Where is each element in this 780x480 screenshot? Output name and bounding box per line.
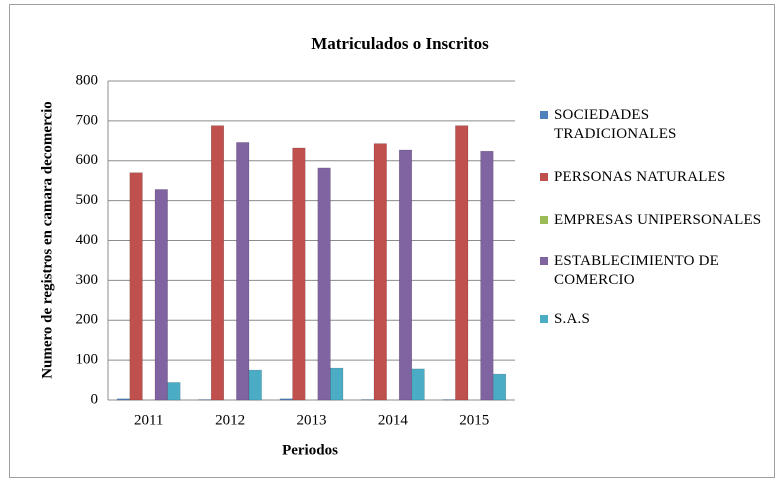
y-tick-label: 0: [91, 391, 99, 407]
y-tick-label: 200: [76, 312, 99, 328]
legend-label: PERSONAS NATURALES: [554, 169, 726, 185]
y-tick-label: 400: [76, 232, 99, 248]
bar: [292, 147, 306, 401]
legend-label: SOCIEDADES TRADICIONALES: [554, 107, 677, 142]
y-tick-label: 800: [76, 72, 99, 88]
bar: [330, 367, 344, 401]
legend-item: PERSONAS NATURALES: [538, 168, 770, 187]
legend-item: ESTABLECIMIENTO DE COMERCIO: [538, 252, 770, 290]
legend-label: S.A.S: [554, 311, 591, 327]
bar: [248, 369, 262, 401]
x-tick-label: 2012: [215, 412, 245, 428]
bar: [317, 167, 331, 401]
legend-swatch: [540, 315, 548, 323]
y-axis-title: Numero de registros en camara decomercio: [39, 101, 55, 379]
x-axis-title: Periodos: [282, 442, 338, 458]
bar: [154, 189, 168, 401]
bar: [210, 125, 225, 401]
legend-swatch: [540, 111, 548, 119]
legend-swatch: [540, 216, 548, 224]
bar: [480, 150, 494, 401]
bar: [279, 398, 293, 401]
y-tick-label: 700: [76, 112, 99, 128]
legend-swatch: [540, 257, 548, 265]
chart-title: Matriculados o Inscritos: [311, 34, 489, 53]
bar: [373, 143, 387, 401]
bar: [236, 142, 250, 401]
bar: [116, 398, 131, 401]
y-tick-label: 300: [76, 272, 99, 288]
x-tick-label: 2014: [378, 412, 409, 428]
bar: [167, 382, 181, 401]
legend-item: SOCIEDADES TRADICIONALES: [538, 106, 770, 144]
bar: [129, 172, 143, 401]
x-tick-label: 2013: [297, 412, 327, 428]
legend: SOCIEDADES TRADICIONALES PERSONAS NATURAL…: [538, 106, 770, 329]
y-tick-label: 100: [76, 352, 99, 368]
bar: [455, 125, 469, 401]
legend-item: S.A.S: [538, 310, 770, 329]
bar: [492, 373, 507, 401]
bar: [411, 368, 425, 401]
legend-label: EMPRESAS UNIPERSONALES: [554, 212, 762, 228]
legend-item: EMPRESAS UNIPERSONALES: [538, 211, 770, 230]
legend-swatch: [540, 173, 548, 181]
legend-label: ESTABLECIMIENTO DE COMERCIO: [554, 253, 720, 288]
y-tick-label: 500: [76, 192, 99, 208]
x-tick-label: 2015: [459, 412, 489, 428]
x-tick-label: 2011: [134, 412, 163, 428]
bar: [398, 149, 413, 401]
y-tick-label: 600: [76, 152, 99, 168]
